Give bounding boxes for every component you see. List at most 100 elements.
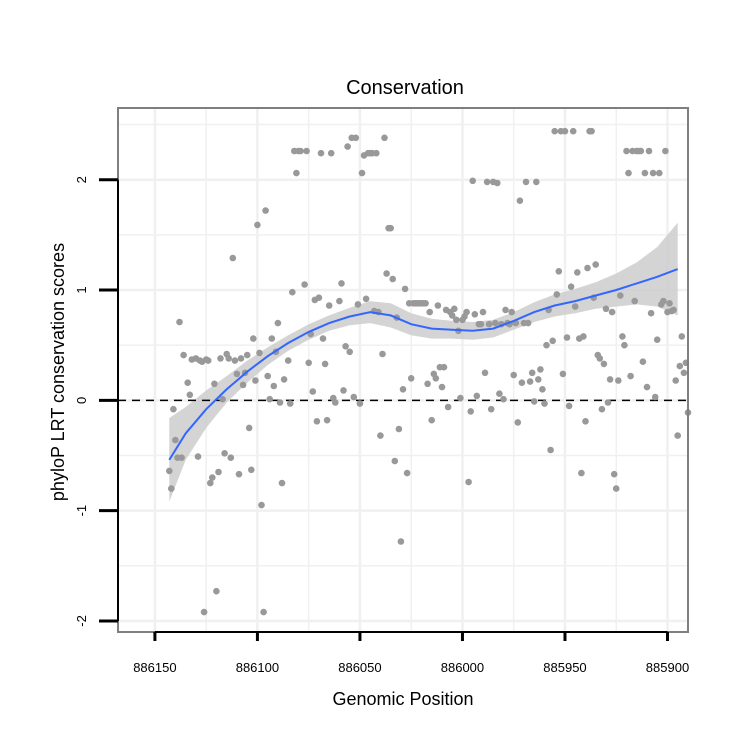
data-point xyxy=(194,453,202,460)
data-point xyxy=(297,147,304,155)
data-point xyxy=(358,169,366,177)
data-point xyxy=(584,264,591,272)
data-point xyxy=(500,395,507,403)
data-point xyxy=(252,377,259,384)
data-point xyxy=(631,297,638,305)
data-point xyxy=(485,320,493,328)
data-point xyxy=(543,341,550,349)
data-point xyxy=(649,169,657,177)
chart-title: Conservation xyxy=(346,77,464,99)
data-point xyxy=(309,388,317,395)
data-point xyxy=(483,178,491,186)
data-point xyxy=(639,358,647,366)
data-point xyxy=(178,454,185,462)
data-point xyxy=(286,400,294,407)
data-point xyxy=(319,335,327,342)
data-point xyxy=(243,351,251,359)
data-point xyxy=(528,369,536,377)
data-point xyxy=(457,394,464,402)
data-point xyxy=(434,302,442,309)
data-point xyxy=(233,370,241,378)
data-point xyxy=(448,312,456,319)
data-point xyxy=(321,360,329,368)
data-point xyxy=(578,469,585,477)
data-point xyxy=(266,395,274,403)
data-point xyxy=(567,283,575,291)
data-point xyxy=(424,380,431,388)
data-point xyxy=(426,308,434,316)
data-point xyxy=(280,376,288,383)
data-point xyxy=(264,372,272,380)
data-point xyxy=(239,381,247,389)
data-point xyxy=(680,369,688,377)
data-point xyxy=(256,349,263,357)
data-point xyxy=(168,485,175,492)
data-point xyxy=(561,127,569,135)
data-point xyxy=(397,538,405,545)
data-point xyxy=(237,355,245,362)
data-point xyxy=(401,285,409,293)
data-point xyxy=(469,177,477,185)
data-point xyxy=(670,306,677,314)
data-point xyxy=(327,149,335,157)
data-point xyxy=(211,380,218,388)
data-point xyxy=(662,147,669,155)
data-point xyxy=(651,393,659,401)
data-point xyxy=(467,408,475,415)
y-tick-label: -2 xyxy=(74,615,89,627)
data-point xyxy=(338,280,345,287)
data-point xyxy=(647,309,655,317)
data-point xyxy=(176,318,183,326)
data-point xyxy=(547,446,554,454)
data-point xyxy=(315,294,323,302)
data-point xyxy=(615,377,622,384)
x-tick-label: 885900 xyxy=(646,660,689,675)
smooth-curve xyxy=(168,268,679,461)
data-point xyxy=(270,382,278,390)
data-point xyxy=(387,224,395,232)
data-point xyxy=(346,348,354,356)
data-point xyxy=(229,254,237,262)
data-point xyxy=(471,311,479,318)
data-point xyxy=(514,419,522,426)
data-point xyxy=(221,450,228,457)
data-point xyxy=(325,302,333,309)
data-point xyxy=(305,359,313,367)
data-point xyxy=(377,432,384,439)
data-point xyxy=(258,501,265,509)
data-point xyxy=(502,306,509,314)
data-point xyxy=(444,403,452,411)
data-point xyxy=(678,333,686,340)
data-point xyxy=(487,405,495,413)
plot-panel xyxy=(118,108,688,632)
data-point xyxy=(166,467,173,475)
data-point xyxy=(248,466,255,474)
data-point xyxy=(582,418,589,425)
y-axis: -2 -1 0 1 2 xyxy=(74,176,119,627)
data-point xyxy=(342,343,349,350)
data-point xyxy=(207,479,214,487)
data-point xyxy=(492,319,499,327)
data-point xyxy=(526,378,534,385)
data-point xyxy=(332,399,339,406)
data-point xyxy=(352,134,360,142)
data-point xyxy=(549,337,556,345)
data-point xyxy=(656,169,663,177)
x-tick-label: 886050 xyxy=(338,660,381,675)
data-point xyxy=(522,178,530,186)
data-point xyxy=(535,376,542,383)
data-point xyxy=(596,355,604,362)
data-point xyxy=(317,149,325,157)
data-point xyxy=(592,261,599,268)
data-point xyxy=(301,281,308,288)
data-point xyxy=(184,379,191,387)
x-axis: 886150 886100 886050 886000 885950 885900 xyxy=(133,631,689,675)
data-point xyxy=(381,134,388,142)
data-point xyxy=(354,301,362,308)
smooth-line xyxy=(168,268,679,461)
data-point xyxy=(440,363,448,371)
data-point xyxy=(481,369,489,377)
data-point xyxy=(389,275,397,283)
data-point xyxy=(477,320,485,328)
